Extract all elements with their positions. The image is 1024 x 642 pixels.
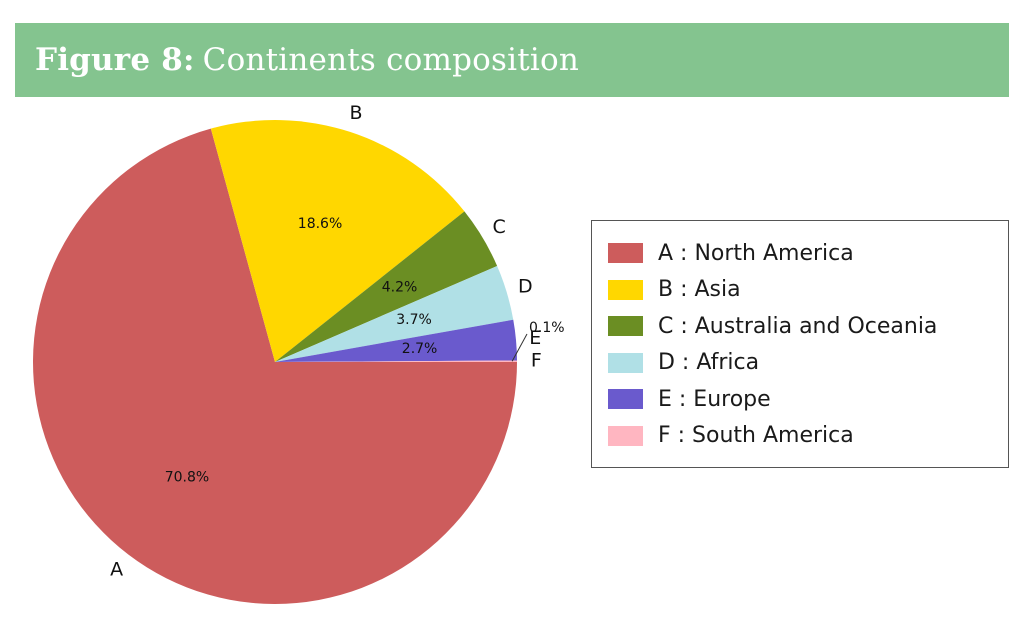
- legend-item-b: B : Asia: [608, 272, 1008, 309]
- pie-value-label-d: 3.7%: [396, 312, 432, 328]
- pie-category-label-d: D: [518, 275, 533, 297]
- legend-swatch-c: [608, 316, 643, 337]
- pie-slice-e: [275, 319, 517, 362]
- pie-slice-a: [32, 128, 518, 604]
- pie-slice-f: [275, 360, 518, 362]
- pie-value-label-f: 0.1%: [529, 320, 565, 336]
- legend-label-e: E : Europe: [658, 386, 771, 412]
- legend-swatch-e: [608, 389, 643, 410]
- figure-title-banner: Figure 8: Continents composition: [15, 23, 1009, 97]
- legend-label-a: A : North America: [658, 240, 854, 266]
- pie-category-label-c: C: [493, 216, 506, 238]
- legend-swatch-d: [608, 352, 643, 373]
- pie-slice-c: [275, 211, 498, 362]
- pie-category-label-e: E: [529, 327, 541, 349]
- pie-category-label-f: F: [531, 350, 542, 372]
- legend-swatch-a: [608, 243, 643, 264]
- legend-label-c: C : Australia and Oceania: [658, 313, 938, 339]
- legend-label-b: B : Asia: [658, 277, 741, 303]
- pie-category-label-b: B: [350, 102, 363, 124]
- legend-item-f: F : South America: [608, 418, 1008, 455]
- legend-item-a: A : North America: [608, 235, 1008, 272]
- legend-label-d: D : Africa: [658, 350, 760, 376]
- legend-item-e: E : Europe: [608, 381, 1008, 418]
- pie-value-label-c: 4.2%: [382, 279, 418, 295]
- pie-value-label-e: 2.7%: [402, 341, 438, 357]
- figure-number: Figure 8:: [35, 42, 195, 78]
- figure-title: Figure 8: Continents composition: [35, 42, 579, 78]
- legend-swatch-f: [608, 425, 643, 446]
- legend-label-f: F : South America: [658, 423, 854, 449]
- pie-slice-b: [210, 119, 465, 362]
- legend-item-d: D : Africa: [608, 345, 1008, 382]
- pie-value-label-b: 18.6%: [298, 216, 342, 232]
- pie-leader-line-f: [511, 333, 528, 362]
- legend-swatch-b: [608, 279, 643, 300]
- pie-category-label-a: A: [110, 558, 123, 580]
- pie-chart: A 70.8% B 18.6% C 4.2% D 3.7% E 2.7% F 0.1%: [32, 102, 565, 604]
- pie-slice-d: [275, 265, 514, 362]
- legend-item-c: C : Australia and Oceania: [608, 308, 1008, 345]
- chart-legend: A : North America B : Asia C : Australia…: [591, 220, 1009, 468]
- pie-value-label-a: 70.8%: [165, 469, 209, 485]
- figure-title-text: Continents composition: [202, 42, 580, 78]
